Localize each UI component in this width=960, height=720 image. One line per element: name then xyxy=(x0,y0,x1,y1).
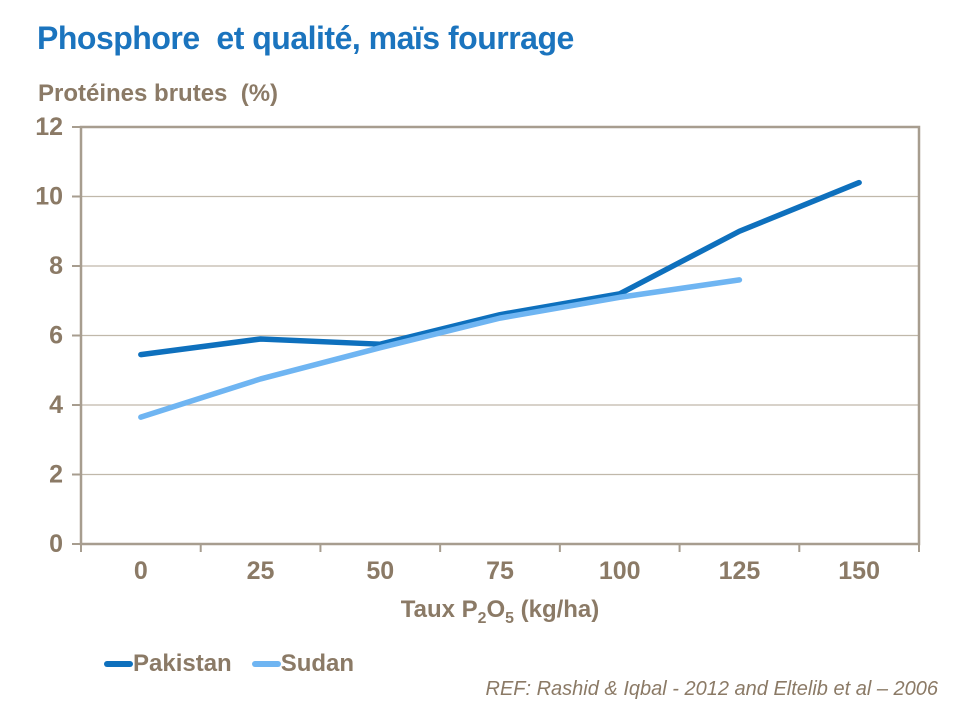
x-tick-label: 0 xyxy=(134,557,148,585)
reference-citation: REF: Rashid & Iqbal - 2012 and Eltelib e… xyxy=(485,678,939,700)
y-tick-label: 4 xyxy=(49,391,63,419)
chart-legend: Pakistan Sudan xyxy=(104,650,374,678)
legend-label-pakistan: Pakistan xyxy=(133,650,232,677)
x-tick-label: 50 xyxy=(366,557,394,585)
y-tick-label: 2 xyxy=(49,461,63,489)
y-tick-label: 6 xyxy=(49,322,63,350)
x-axis-title-subscript: 5 xyxy=(505,609,514,627)
y-tick-label: 10 xyxy=(35,183,63,211)
x-axis-title-text: O xyxy=(486,596,506,623)
series-line-sudan xyxy=(138,277,743,420)
x-axis-title: Taux P2O5 (kg/ha) xyxy=(81,596,919,627)
y-tick-label: 0 xyxy=(49,530,63,558)
x-tick-label: 150 xyxy=(838,557,880,585)
x-axis-title-subscript: 2 xyxy=(477,609,487,627)
x-tick-label: 25 xyxy=(247,557,275,585)
x-axis-title-text: (kg/ha) xyxy=(513,596,600,623)
y-tick-label: 8 xyxy=(49,252,63,280)
legend-swatch-pakistan xyxy=(104,661,133,667)
legend-swatch-sudan xyxy=(251,661,281,667)
y-axis-title: Protéines brutes (%) xyxy=(38,80,279,107)
y-tick-label: 12 xyxy=(35,113,63,141)
x-tick-label: 125 xyxy=(719,557,761,585)
legend-label-sudan: Sudan xyxy=(280,650,355,677)
series-line-pakistan xyxy=(138,179,862,358)
x-tick-label: 75 xyxy=(486,557,514,585)
x-axis-title-text: Taux P xyxy=(400,596,478,623)
chart-title: Phosphore et qualité, maïs fourrage xyxy=(37,20,574,56)
x-tick-label: 100 xyxy=(599,557,641,585)
